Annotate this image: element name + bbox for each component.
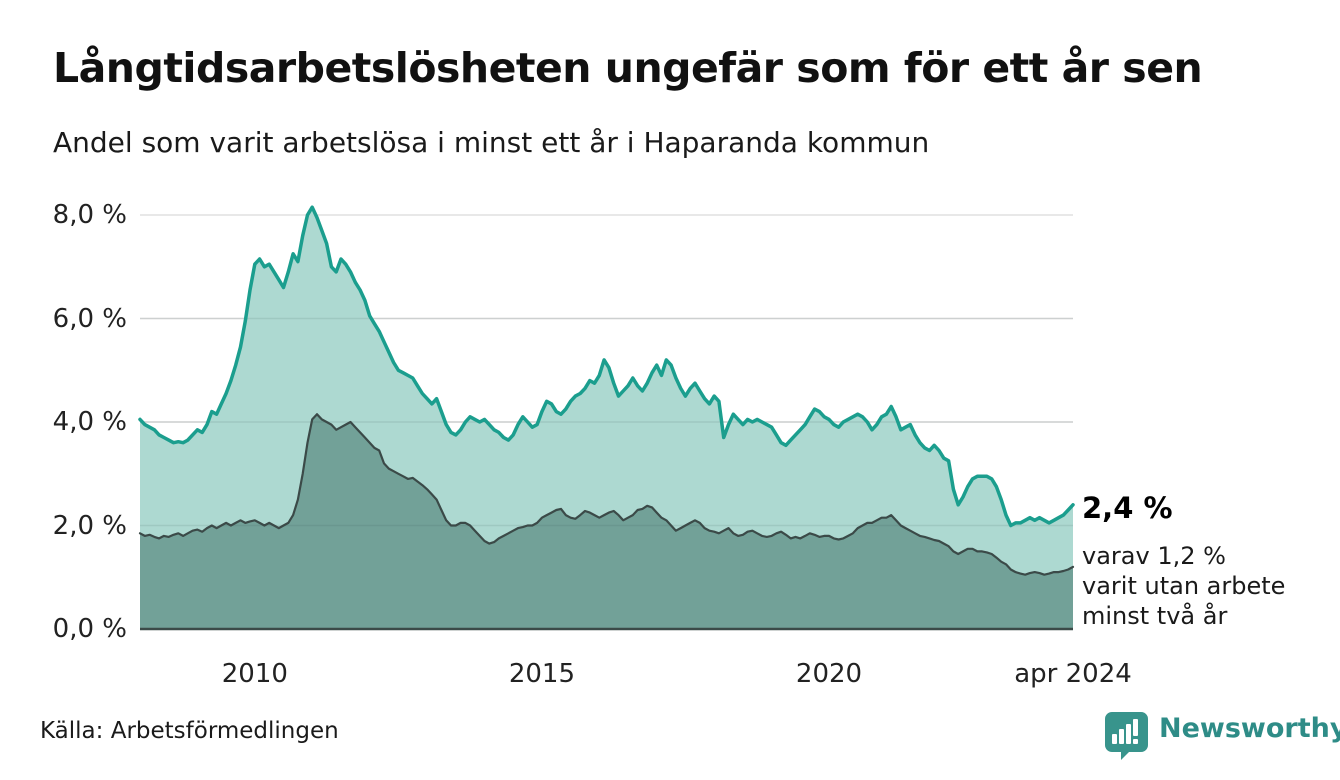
y-tick-label: 6,0 %	[52, 303, 127, 334]
latest-value-annotation: 2,4 %	[1082, 491, 1173, 525]
source-label: Källa: Arbetsförmedlingen	[40, 718, 339, 744]
chart-subtitle: Andel som varit arbetslösa i minst ett å…	[53, 126, 930, 159]
annotation-line: minst två år	[1082, 602, 1228, 630]
series-line-minst-ett-år	[138, 205, 1075, 528]
brand-wordmark: Newsworthy	[1159, 713, 1340, 744]
newsworthy-bubble-icon	[1105, 712, 1148, 760]
page-title: Långtidsarbetslösheten ungefär som för e…	[53, 44, 1203, 92]
x-tick-label: 2020	[795, 659, 863, 689]
x-tick-label: 2015	[508, 659, 575, 689]
y-tick-label: 8,0 %	[52, 200, 127, 230]
series-area-minst-två-år	[140, 414, 1073, 629]
x-tick-label: apr 2024	[1014, 659, 1132, 689]
annotation-line: varit utan arbete	[1082, 572, 1286, 600]
brand-logo: Newsworthy	[1103, 710, 1340, 760]
x-tick-label: 2010	[221, 659, 288, 689]
y-tick-label: 4,0 %	[52, 407, 127, 437]
series-line-minst-två-år	[138, 413, 1075, 576]
y-tick-label: 2,0 %	[52, 510, 127, 541]
y-tick-label: 0,0 %	[52, 614, 127, 644]
latest-sub-annotation: varav 1,2 % varit utan arbete minst två …	[1082, 541, 1285, 631]
annotation-line: varav 1,2 %	[1082, 542, 1226, 570]
